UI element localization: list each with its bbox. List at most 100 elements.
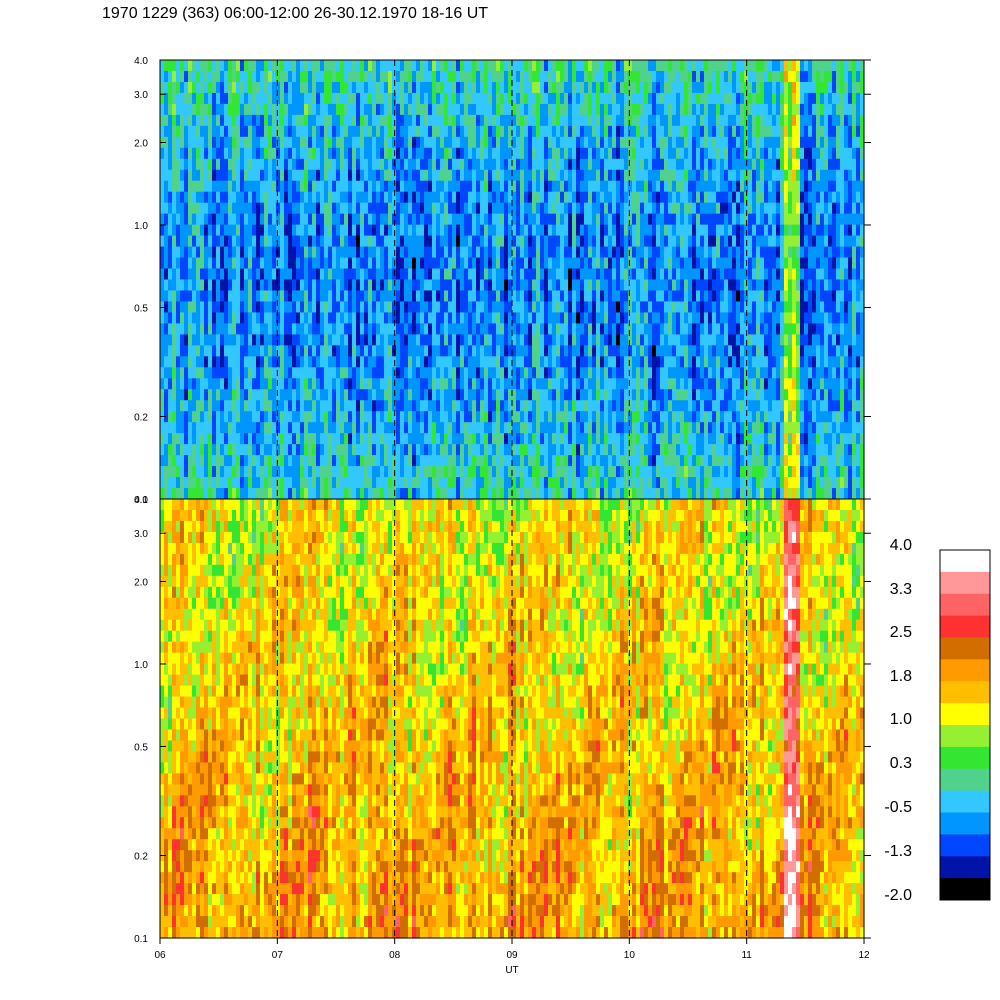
heatmap-cell [208,70,213,83]
heatmap-cell [400,60,405,72]
heatmap-cell [372,147,377,160]
heatmap-cell [608,290,613,303]
heatmap-cell [428,345,433,357]
heatmap-cell [412,257,417,270]
heatmap-cell [376,70,381,83]
heatmap-cell [648,158,653,171]
heatmap-cell [632,213,637,226]
heatmap-cell [324,334,329,346]
heatmap-cell [408,356,413,368]
heatmap-cell [420,290,425,303]
heatmap-cell [380,180,385,193]
heatmap-cell [416,169,421,182]
heatmap-cell [428,158,433,171]
heatmap-cell [352,136,357,149]
heatmap-cell [444,290,449,303]
heatmap-cell [560,268,565,281]
heatmap-cell [288,191,293,204]
heatmap-cell [536,147,541,160]
heatmap-cell [628,158,633,171]
heatmap-cell [644,301,649,314]
heatmap-cell [376,136,381,149]
heatmap-cell [476,213,481,226]
heatmap-cell [388,301,393,314]
heatmap-cell [220,60,225,72]
heatmap-cell [464,334,469,346]
heatmap-cell [620,224,625,237]
heatmap-cell [184,323,189,335]
heatmap-cell [260,125,265,138]
heatmap-cell [324,477,329,489]
heatmap-cell [544,345,549,357]
heatmap-cell [312,411,317,423]
heatmap-cell [248,422,253,434]
heatmap-cell [624,125,629,138]
heatmap-cell [404,389,409,401]
heatmap-cell [460,367,465,379]
heatmap-cell [372,268,377,281]
heatmap-cell [168,488,173,500]
heatmap-cell [208,60,213,72]
heatmap-cell [332,400,337,412]
heatmap-cell [292,202,297,215]
heatmap-cell [288,136,293,149]
heatmap-cell [212,389,217,401]
heatmap-cell [564,114,569,127]
heatmap-cell [648,323,653,335]
heatmap-cell [540,60,545,72]
heatmap-cell [240,81,245,94]
heatmap-cell [336,422,341,434]
heatmap-cell [260,257,265,270]
heatmap-cell [364,290,369,303]
heatmap-cell [192,235,197,248]
heatmap-cell [368,312,373,324]
heatmap-cell [228,356,233,368]
heatmap-cell [256,389,261,401]
heatmap-cell [212,279,217,292]
heatmap-cell [492,158,497,171]
heatmap-cell [480,136,485,149]
heatmap-cell [496,202,501,215]
heatmap-cell [464,378,469,390]
heatmap-cell [504,455,509,467]
heatmap-cell [244,224,249,237]
heatmap-cell [616,125,621,138]
heatmap-cell [232,60,237,72]
heatmap-cell [172,323,177,335]
heatmap-cell [564,169,569,182]
heatmap-cell [652,158,657,171]
heatmap-cell [524,389,529,401]
heatmap-cell [520,356,525,368]
heatmap-cell [264,301,269,314]
heatmap-cell [392,202,397,215]
heatmap-cell [300,323,305,335]
heatmap-cell [216,433,221,445]
heatmap-cell [632,411,637,423]
heatmap-cell [552,389,557,401]
heatmap-cell [248,477,253,489]
heatmap-cell [360,279,365,292]
heatmap-cell [320,290,325,303]
heatmap-cell [476,411,481,423]
heatmap-cell [536,202,541,215]
heatmap-cell [292,488,297,500]
heatmap-cell [592,389,597,401]
heatmap-cell [396,290,401,303]
heatmap-cell [528,422,533,434]
heatmap-cell [500,246,505,259]
heatmap-cell [640,169,645,182]
heatmap-cell [540,158,545,171]
heatmap-cell [576,147,581,160]
heatmap-cell [400,378,405,390]
heatmap-cell [320,147,325,160]
heatmap-cell [496,334,501,346]
heatmap-cell [500,70,505,83]
heatmap-cell [560,136,565,149]
heatmap-cell [536,345,541,357]
heatmap-cell [612,70,617,83]
heatmap-cell [468,70,473,83]
heatmap-cell [544,169,549,182]
heatmap-cell [320,246,325,259]
heatmap-cell [356,202,361,215]
heatmap-cell [308,224,313,237]
